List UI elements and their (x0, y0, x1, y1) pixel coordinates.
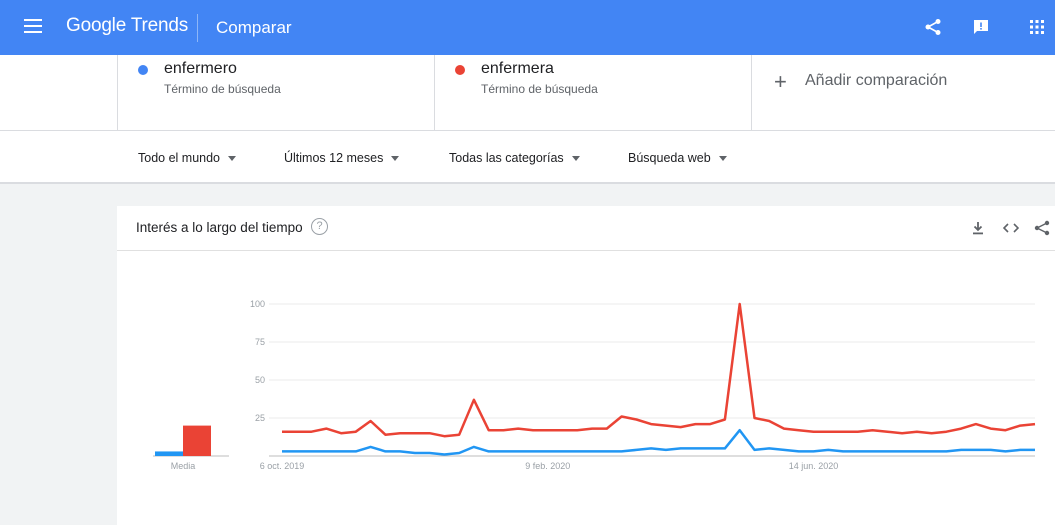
average-bar-enfermero (155, 451, 183, 456)
term-color-dot (138, 65, 148, 75)
term-name: enfermera (481, 60, 554, 77)
y-tick-label: 100 (250, 299, 265, 309)
filter-region-dropdown[interactable]: Todo el mundo (138, 151, 237, 165)
interest-chart: 100 75 50 25 Media 6 oct. 2019 9 feb. 2020 14 j… (153, 299, 1036, 471)
section-title: Comparar (216, 18, 292, 37)
y-tick-label: 25 (255, 413, 265, 423)
add-comparison-button[interactable]: + Añadir comparación (751, 55, 1055, 131)
x-tick-label: 9 feb. 2020 (525, 461, 570, 471)
y-tick-label: 50 (255, 375, 265, 385)
plus-icon: + (774, 69, 787, 94)
filter-time-dropdown[interactable]: Últimos 12 meses (284, 151, 400, 165)
caret-down-icon (571, 156, 580, 162)
term-name: enfermero (164, 60, 237, 77)
share-icon[interactable] (920, 14, 946, 40)
y-tick-label: 75 (255, 337, 265, 347)
share-chart-icon[interactable] (1032, 218, 1052, 238)
card-title: Interés a lo largo del tiempo (136, 220, 303, 235)
filter-region-label: Todo el mundo (138, 151, 221, 165)
caret-down-icon (391, 156, 400, 162)
series-line-enfermero (282, 428, 1035, 456)
apps-grid-icon[interactable] (1024, 14, 1050, 40)
term-enfermera[interactable]: enfermera Término de búsqueda (434, 55, 751, 131)
average-label: Media (171, 461, 196, 471)
logo-trends: Trends (130, 15, 189, 36)
term-type: Término de búsqueda (481, 82, 598, 96)
header-divider (197, 14, 198, 42)
x-tick-label: 6 oct. 2019 (260, 461, 305, 471)
google-trends-logo[interactable]: Google Trends (66, 15, 188, 37)
download-icon[interactable] (968, 218, 988, 238)
feedback-icon[interactable] (968, 14, 994, 40)
term-enfermero[interactable]: enfermero Término de búsqueda (117, 55, 434, 131)
term-type: Término de búsqueda (164, 82, 281, 96)
caret-down-icon (718, 156, 727, 162)
filter-bar: Todo el mundo Últimos 12 meses Todas las… (0, 131, 1055, 184)
logo-google: Google (66, 15, 127, 36)
interest-over-time-card: Interés a lo largo del tiempo ? (117, 206, 1055, 525)
filter-search-type-dropdown[interactable]: Búsqueda web (628, 151, 727, 165)
comparison-terms: enfermero Término de búsqueda enfermera … (0, 55, 1055, 131)
term-color-dot (455, 65, 465, 75)
series-line-enfermera (282, 302, 1036, 438)
x-tick-label: 14 jun. 2020 (789, 461, 839, 471)
average-bar-enfermera (183, 425, 211, 456)
add-comparison-label: Añadir comparación (805, 72, 948, 89)
caret-down-icon (228, 156, 237, 162)
filter-time-label: Últimos 12 meses (284, 151, 384, 165)
embed-code-icon[interactable] (1001, 218, 1021, 238)
filter-category-dropdown[interactable]: Todas las categorías (449, 151, 580, 165)
filter-category-label: Todas las categorías (449, 151, 564, 165)
help-icon[interactable]: ? (311, 218, 328, 235)
filter-search-type-label: Búsqueda web (628, 151, 711, 165)
card-header: Interés a lo largo del tiempo ? (117, 206, 1055, 251)
menu-icon[interactable] (24, 19, 42, 33)
top-app-bar: Google Trends Comparar (0, 0, 1055, 55)
